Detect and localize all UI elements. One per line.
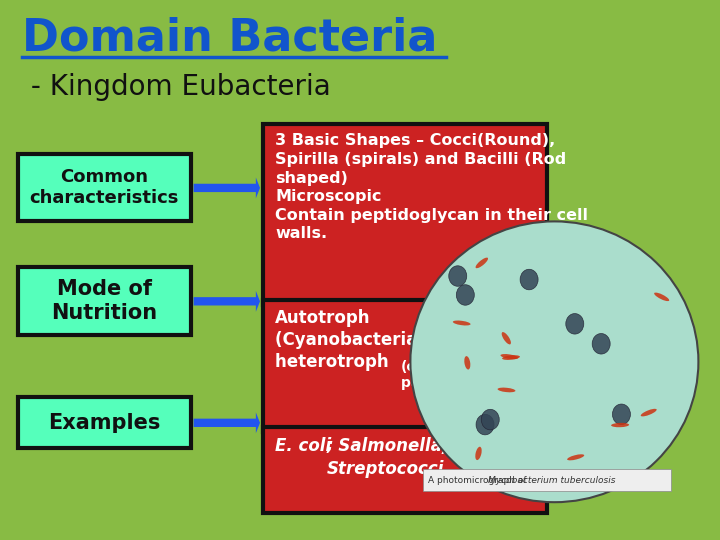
FancyBboxPatch shape <box>18 267 191 335</box>
Ellipse shape <box>453 321 471 326</box>
Ellipse shape <box>481 409 499 430</box>
Ellipse shape <box>641 409 657 416</box>
Text: Mycobacterium tuberculosis: Mycobacterium tuberculosis <box>488 476 616 484</box>
FancyBboxPatch shape <box>18 154 191 221</box>
Ellipse shape <box>410 221 698 502</box>
FancyBboxPatch shape <box>263 300 547 432</box>
Ellipse shape <box>567 454 584 460</box>
Ellipse shape <box>520 269 538 290</box>
Ellipse shape <box>500 354 518 359</box>
Text: ; Salmonella,
Streptococci: ; Salmonella, Streptococci <box>327 437 449 477</box>
Ellipse shape <box>449 266 467 286</box>
Text: 3 Basic Shapes – Cocci(Round),
Spirilla (spirals) and Bacilli (Rod
shaped)
Micro: 3 Basic Shapes – Cocci(Round), Spirilla … <box>275 133 588 241</box>
Ellipse shape <box>498 388 516 392</box>
Text: Mode of
Nutrition: Mode of Nutrition <box>51 280 158 322</box>
Ellipse shape <box>475 447 482 460</box>
Ellipse shape <box>654 293 669 301</box>
Text: - Kingdom Eubacteria: - Kingdom Eubacteria <box>22 73 330 101</box>
Ellipse shape <box>464 356 470 369</box>
Ellipse shape <box>475 258 488 268</box>
FancyBboxPatch shape <box>18 397 191 448</box>
Text: Autotroph
(Cyanobacteria) or
heterotroph: Autotroph (Cyanobacteria) or heterotroph <box>275 309 450 372</box>
Text: E. coli: E. coli <box>275 437 331 455</box>
Text: Common
characteristics: Common characteristics <box>30 168 179 207</box>
Ellipse shape <box>613 404 631 424</box>
FancyBboxPatch shape <box>263 427 547 513</box>
Text: Examples: Examples <box>48 413 161 433</box>
Ellipse shape <box>502 355 520 360</box>
Text: (called
pathogens – cause illness: (called pathogens – cause illness <box>401 360 600 390</box>
Ellipse shape <box>456 285 474 305</box>
FancyBboxPatch shape <box>263 124 547 305</box>
Ellipse shape <box>566 314 584 334</box>
Text: A photomicrograph of: A photomicrograph of <box>428 476 529 484</box>
Ellipse shape <box>611 423 629 427</box>
Ellipse shape <box>502 332 511 345</box>
Ellipse shape <box>476 414 494 435</box>
Ellipse shape <box>592 334 610 354</box>
FancyBboxPatch shape <box>423 469 671 491</box>
Text: Domain Bacteria: Domain Bacteria <box>22 16 437 59</box>
